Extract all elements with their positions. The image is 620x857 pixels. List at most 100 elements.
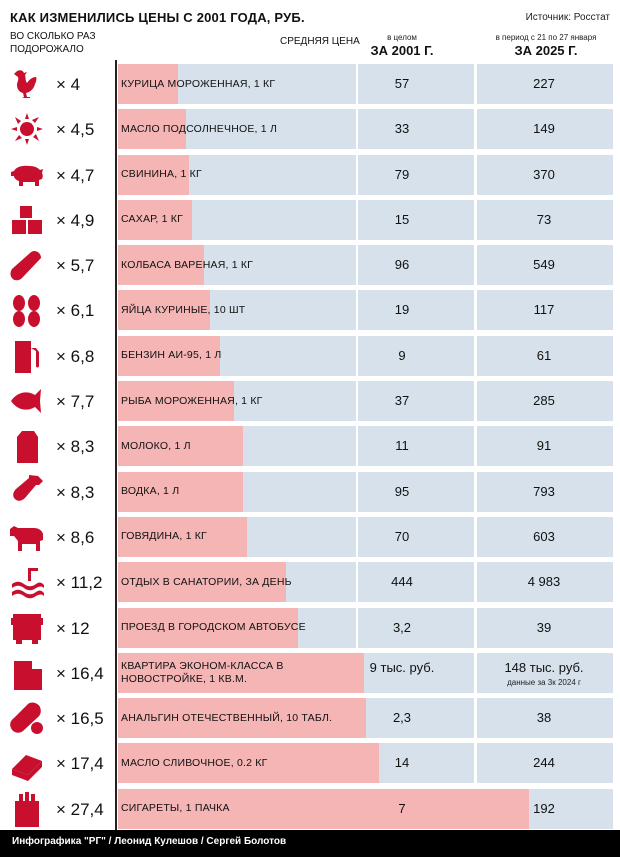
multiplier-label: × 12 — [56, 618, 90, 638]
price-2001-cell-background — [358, 381, 474, 422]
price-2025-value: 370 — [533, 166, 555, 182]
multiplier-label: × 16,4 — [56, 663, 104, 683]
multiplier-label: × 4,7 — [56, 165, 95, 185]
price-2025-cell-background — [477, 471, 613, 512]
pill-icon — [8, 700, 46, 736]
table-row: × 5,7 Колбаса вареная, 1 кг 96 549 — [0, 243, 620, 288]
table-row: × 7,7 Рыба мороженная, 1 кг 37 285 — [0, 379, 620, 424]
fish-icon — [8, 383, 46, 419]
table-row: × 4 Курица мороженная, 1 кг 57 227 — [0, 62, 620, 107]
price-2001-cell-background — [358, 652, 474, 693]
multiplier-label: × 6,1 — [56, 301, 95, 321]
multiplier-bar — [118, 562, 286, 603]
cow-icon — [8, 519, 46, 555]
multiplier-label: × 4,5 — [56, 120, 95, 140]
multiplier-label: × 16,5 — [56, 709, 104, 729]
price-2025-cell-background — [477, 154, 613, 195]
price-2025-cell-background — [477, 290, 613, 331]
credits-footer: Инфографика "РГ" / Леонид Кулешов / Серг… — [0, 830, 620, 857]
price-2025-cell-background — [477, 743, 613, 784]
price-2001-value: 2,3 — [392, 710, 412, 726]
eggs-icon — [8, 292, 46, 328]
column-2025-header: в период с 21 по 27 января ЗА 2025 Г. — [477, 33, 615, 59]
bottle-icon — [8, 474, 46, 510]
table-row: × 8,3 Молоко, 1 л 11 91 — [0, 424, 620, 469]
price-2025-cell-background — [477, 109, 613, 150]
multiplier-bar — [118, 788, 529, 829]
price-2001-value: 3,2 — [392, 619, 412, 635]
multiplier-label: × 11,2 — [56, 573, 103, 593]
price-2001-cell-background — [358, 64, 474, 104]
table-row: × 4,9 Сахар, 1 кг 15 73 — [0, 198, 620, 243]
vertical-divider — [115, 60, 117, 830]
multiplier-label: × 8,6 — [56, 527, 95, 547]
sausage-icon — [8, 247, 46, 283]
price-2001-value: 9 тыс. руб. — [369, 659, 435, 675]
price-2025-cell-background — [477, 335, 613, 376]
price-2025-cell-background — [477, 381, 613, 422]
spa-icon — [8, 564, 46, 600]
item-name: Квартира эконом-класса в новостройке, 1 … — [121, 659, 284, 685]
price-2001-value: 11 — [395, 438, 409, 454]
multiplier-label: × 5,7 — [56, 256, 95, 276]
fuel-pump-icon — [8, 338, 46, 374]
price-2001-cell-background — [358, 516, 474, 557]
column-2025-title: ЗА 2025 Г. — [514, 43, 578, 58]
price-2025-cell-background — [477, 64, 613, 104]
item-name: Сахар, 1 кг — [121, 213, 183, 226]
item-name: Курица мороженная, 1 кг — [121, 77, 276, 90]
price-2001-cell-background — [358, 290, 474, 331]
price-2001-cell-background — [358, 698, 474, 739]
multiplier-bar — [118, 290, 210, 331]
price-2001-value: 15 — [394, 211, 410, 227]
milk-carton-icon — [8, 428, 46, 464]
table-row: × 16,4 Квартира эконом-класса в новострой… — [0, 651, 620, 696]
price-2025-value: 793 — [533, 483, 555, 499]
multiplier-bar — [118, 199, 192, 240]
price-2025-value: 549 — [533, 257, 555, 273]
price-table: × 4 Курица мороженная, 1 кг 57 227 × 4,5 Масл… — [0, 62, 620, 832]
price-2001-cell-background — [358, 199, 474, 240]
multiplier-bar — [118, 743, 379, 784]
item-name: Отдых в санатории, за день — [121, 575, 292, 588]
multiplier-label: × 6,8 — [56, 346, 95, 366]
price-2025-value: 244 — [533, 755, 555, 771]
price-2001-value: 37 — [394, 393, 410, 409]
table-row: × 8,6 Говядина, 1 кг 70 603 — [0, 515, 620, 560]
chart-title: КАК ИЗМЕНИЛИСЬ ЦЕНЫ С 2001 ГОДА, РУБ. — [10, 10, 305, 25]
item-name: Анальгин отечественный, 10 табл. — [121, 711, 333, 724]
price-2025-value: 73 — [536, 211, 552, 227]
price-2001-cell-background — [358, 426, 474, 467]
table-row: × 6,1 Яйца куриные, 10 шт 19 117 — [0, 288, 620, 333]
price-2001-cell-background — [358, 335, 474, 376]
item-name: Свинина, 1 кг — [121, 168, 202, 181]
butter-icon — [8, 745, 46, 782]
item-name: Рыба мороженная, 1 кг — [121, 394, 263, 407]
price-2001-cell-background — [358, 607, 474, 648]
column-2025-subtitle: в период с 21 по 27 января — [495, 33, 597, 42]
multiplier-bar — [118, 471, 243, 512]
table-row: × 4,7 Свинина, 1 кг 79 370 — [0, 153, 620, 198]
item-name: Молоко, 1 л — [121, 439, 191, 452]
table-row: × 4,5 Масло подсолнечное, 1 л 33 149 — [0, 107, 620, 152]
item-name: Проезд в городском автобусе — [121, 621, 306, 634]
multiplier-bar — [118, 154, 189, 195]
price-2025-value: 4 983 — [527, 574, 561, 590]
item-name: Масло сливочное, 0.2 кг — [121, 756, 268, 769]
item-name: Водка, 1 л — [121, 485, 180, 498]
column-2001-title: ЗА 2001 Г. — [370, 43, 434, 58]
price-2025-cell-background — [477, 426, 613, 467]
price-2025-cell-background — [477, 516, 613, 557]
item-name: Бензин АИ-95, 1 л — [121, 349, 222, 362]
item-name: Масло подсолнечное, 1 л — [121, 122, 278, 135]
price-2001-cell-background — [358, 562, 474, 603]
price-2001-value: 19 — [394, 302, 410, 318]
price-2001-value: 70 — [394, 528, 410, 544]
price-2025-value: 285 — [533, 393, 555, 409]
price-2025-value: 61 — [536, 347, 552, 363]
price-2025-cell-background — [477, 562, 613, 603]
sugar-cubes-icon — [8, 202, 46, 238]
price-2025-cell-background — [477, 199, 613, 240]
price-2025-note: данные за 3к 2024 г — [507, 677, 581, 687]
table-row: × 11,2 Отдых в санатории, за день 444 4 983 — [0, 560, 620, 605]
